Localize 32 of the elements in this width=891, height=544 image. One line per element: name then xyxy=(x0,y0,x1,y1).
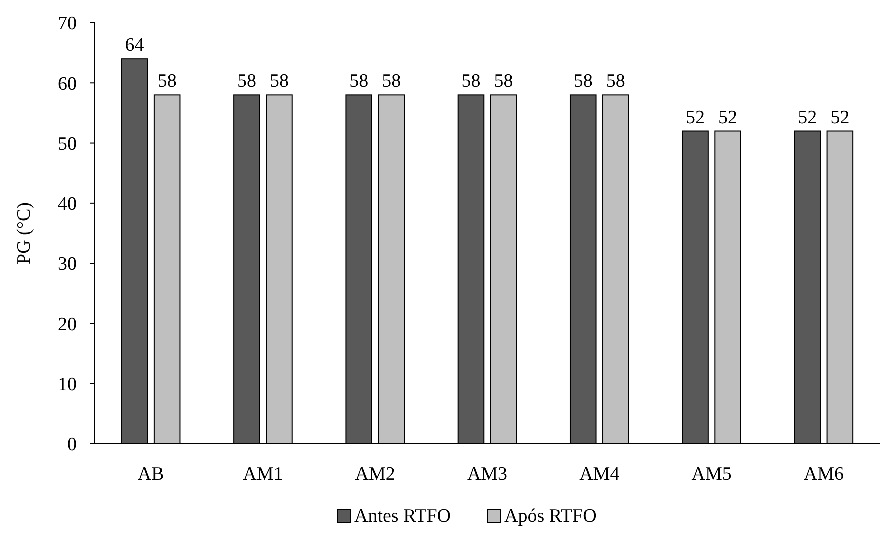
data-label: 58 xyxy=(574,71,593,92)
data-label: 52 xyxy=(830,107,850,128)
data-label: 64 xyxy=(125,35,145,56)
data-label: 58 xyxy=(237,71,256,92)
data-label: 58 xyxy=(494,71,514,92)
data-label: 58 xyxy=(462,71,481,92)
data-label: 58 xyxy=(606,71,626,92)
x-tick-label: AM2 xyxy=(355,464,396,485)
data-label: 58 xyxy=(382,71,402,92)
y-tick-label: 40 xyxy=(58,194,77,216)
y-tick-label: 30 xyxy=(58,254,77,276)
data-label: 52 xyxy=(686,107,706,128)
x-tick-label: AM5 xyxy=(692,464,732,485)
data-label: 58 xyxy=(158,71,177,92)
legend-label: Após RTFO xyxy=(504,506,597,527)
x-tick-label: AM6 xyxy=(804,464,844,485)
y-tick-label: 50 xyxy=(58,134,77,155)
y-axis-title: PG (°C) xyxy=(14,202,35,264)
x-tick-label: AM1 xyxy=(243,464,284,485)
legend-label: Antes RTFO xyxy=(354,506,452,527)
y-tick-label: 10 xyxy=(58,374,77,396)
data-label: 58 xyxy=(350,71,369,92)
data-label: 58 xyxy=(270,71,289,92)
x-tick-label: AB xyxy=(138,464,164,485)
x-tick-label: AM3 xyxy=(467,464,508,485)
y-tick-label: 70 xyxy=(58,14,77,35)
data-label: 52 xyxy=(798,107,818,128)
y-tick-label: 60 xyxy=(58,74,77,95)
data-label: 52 xyxy=(718,107,738,128)
x-tick-label: AM4 xyxy=(580,464,620,485)
y-tick-label: 0 xyxy=(68,434,77,456)
y-tick-label: 20 xyxy=(58,314,77,336)
